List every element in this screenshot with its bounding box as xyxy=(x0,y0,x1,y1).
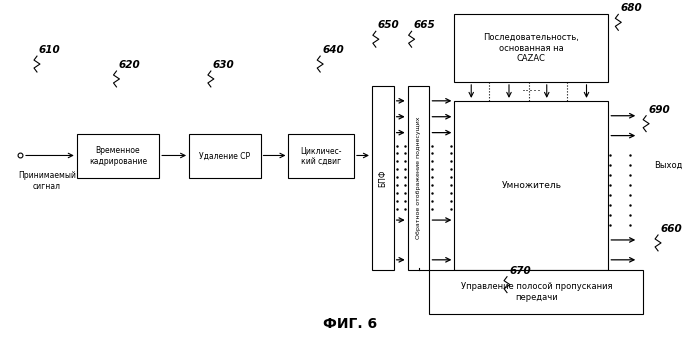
Text: Выход: Выход xyxy=(654,161,682,170)
Bar xyxy=(372,86,394,270)
Bar xyxy=(454,14,608,82)
Text: 610: 610 xyxy=(39,45,61,55)
Text: 650: 650 xyxy=(378,20,400,30)
Text: БПФ: БПФ xyxy=(378,169,387,187)
Text: 620: 620 xyxy=(118,60,140,70)
Text: Обратное отображение поднесущих: Обратное отображение поднесущих xyxy=(416,117,421,239)
Bar xyxy=(189,134,261,178)
Text: Принимаемый
сигнал: Принимаемый сигнал xyxy=(18,171,76,191)
Text: Временное
кадрирование: Временное кадрирование xyxy=(89,146,147,166)
Text: Управление полосой пропускания
передачи: Управление полосой пропускания передачи xyxy=(461,282,612,302)
Bar xyxy=(429,270,643,315)
Text: 690: 690 xyxy=(648,105,670,115)
Text: Удаление СР: Удаление СР xyxy=(199,152,250,160)
Text: 640: 640 xyxy=(322,45,344,55)
Text: ФИГ. 6: ФИГ. 6 xyxy=(323,317,377,331)
Text: 665: 665 xyxy=(414,20,435,30)
Text: Последовательность,
основанная на
CAZAC: Последовательность, основанная на CAZAC xyxy=(484,33,579,63)
Text: ·····: ····· xyxy=(521,85,541,98)
Bar xyxy=(289,134,354,178)
Bar xyxy=(77,134,159,178)
Bar xyxy=(454,101,608,270)
Text: 630: 630 xyxy=(213,60,235,70)
Text: Умножитель: Умножитель xyxy=(501,181,561,190)
Text: Цикличес-
кий сдвиг: Цикличес- кий сдвиг xyxy=(301,146,342,166)
Text: 670: 670 xyxy=(509,266,531,276)
Bar xyxy=(408,86,429,270)
Text: 680: 680 xyxy=(620,3,642,13)
Text: 660: 660 xyxy=(660,224,682,234)
